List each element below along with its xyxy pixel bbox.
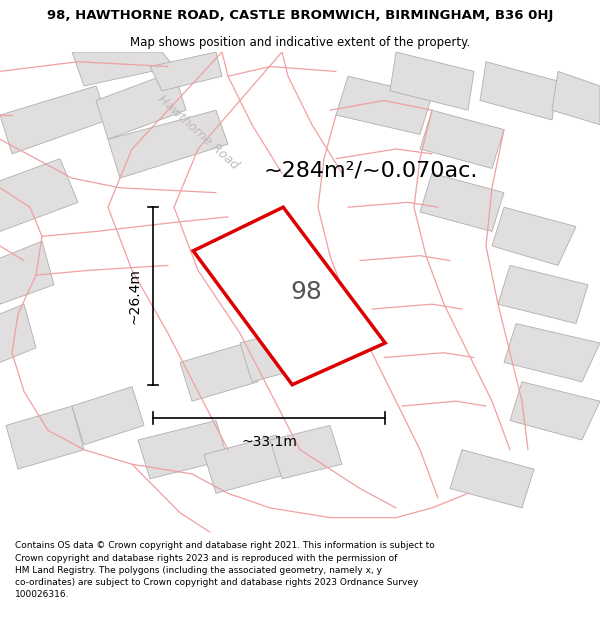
Text: ~284m²/~0.070ac.: ~284m²/~0.070ac. (264, 161, 478, 181)
Polygon shape (180, 343, 258, 401)
Polygon shape (72, 387, 144, 445)
Polygon shape (510, 382, 600, 440)
Text: Hawthorne Road: Hawthorne Road (155, 92, 241, 172)
Polygon shape (498, 266, 588, 324)
Text: 98, HAWTHORNE ROAD, CASTLE BROMWICH, BIRMINGHAM, B36 0HJ: 98, HAWTHORNE ROAD, CASTLE BROMWICH, BIR… (47, 9, 553, 22)
Polygon shape (150, 52, 222, 91)
Polygon shape (138, 421, 228, 479)
Polygon shape (336, 76, 432, 134)
Polygon shape (193, 208, 385, 385)
Polygon shape (108, 110, 228, 178)
Text: ~33.1m: ~33.1m (241, 435, 297, 449)
Polygon shape (390, 52, 474, 110)
Text: ~26.4m: ~26.4m (127, 268, 141, 324)
Polygon shape (420, 173, 504, 231)
Polygon shape (0, 304, 36, 362)
Text: Map shows position and indicative extent of the property.: Map shows position and indicative extent… (130, 36, 470, 49)
Polygon shape (204, 435, 288, 493)
Polygon shape (240, 324, 324, 382)
Polygon shape (552, 71, 600, 125)
Polygon shape (6, 406, 84, 469)
Polygon shape (504, 324, 600, 382)
Polygon shape (450, 450, 534, 508)
Polygon shape (420, 110, 504, 168)
Text: Contains OS data © Crown copyright and database right 2021. This information is : Contains OS data © Crown copyright and d… (15, 541, 435, 599)
Polygon shape (0, 159, 78, 231)
Polygon shape (480, 62, 558, 120)
Polygon shape (72, 52, 174, 86)
Text: 98: 98 (290, 279, 322, 304)
Polygon shape (492, 208, 576, 266)
Polygon shape (0, 241, 54, 304)
Polygon shape (96, 71, 186, 139)
Polygon shape (270, 426, 342, 479)
Polygon shape (0, 86, 108, 154)
